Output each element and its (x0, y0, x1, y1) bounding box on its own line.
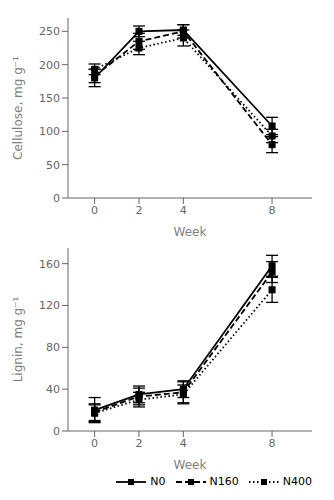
svg-text:8: 8 (269, 437, 276, 450)
svg-text:Week: Week (174, 225, 207, 238)
svg-text:200: 200 (39, 59, 60, 72)
svg-text:250: 250 (39, 25, 60, 38)
svg-text:0: 0 (91, 204, 98, 217)
svg-text:0: 0 (91, 437, 98, 450)
svg-text:80: 80 (46, 341, 60, 354)
svg-text:Lignin, mg g⁻¹: Lignin, mg g⁻¹ (11, 296, 25, 382)
html-text:N0: N0 (150, 475, 166, 488)
svg-text:160: 160 (39, 258, 60, 271)
svg-text:8: 8 (269, 204, 276, 217)
svg-text:40: 40 (46, 383, 60, 396)
svg-text:150: 150 (39, 92, 60, 105)
svg-text:4: 4 (180, 437, 187, 450)
html-text:N400: N400 (282, 475, 312, 488)
svg-text:100: 100 (39, 125, 60, 138)
svg-text:0: 0 (53, 425, 60, 438)
svg-text:50: 50 (46, 159, 60, 172)
svg-text:0: 0 (53, 192, 60, 205)
svg-text:120: 120 (39, 299, 60, 312)
svg-text:4: 4 (180, 204, 187, 217)
svg-text:2: 2 (135, 204, 142, 217)
svg-text:Cellulose, mg g⁻¹: Cellulose, mg g⁻¹ (11, 56, 25, 160)
svg-text:2: 2 (135, 437, 142, 450)
html-text:N160: N160 (209, 475, 239, 488)
svg-text:Week: Week (174, 458, 207, 472)
